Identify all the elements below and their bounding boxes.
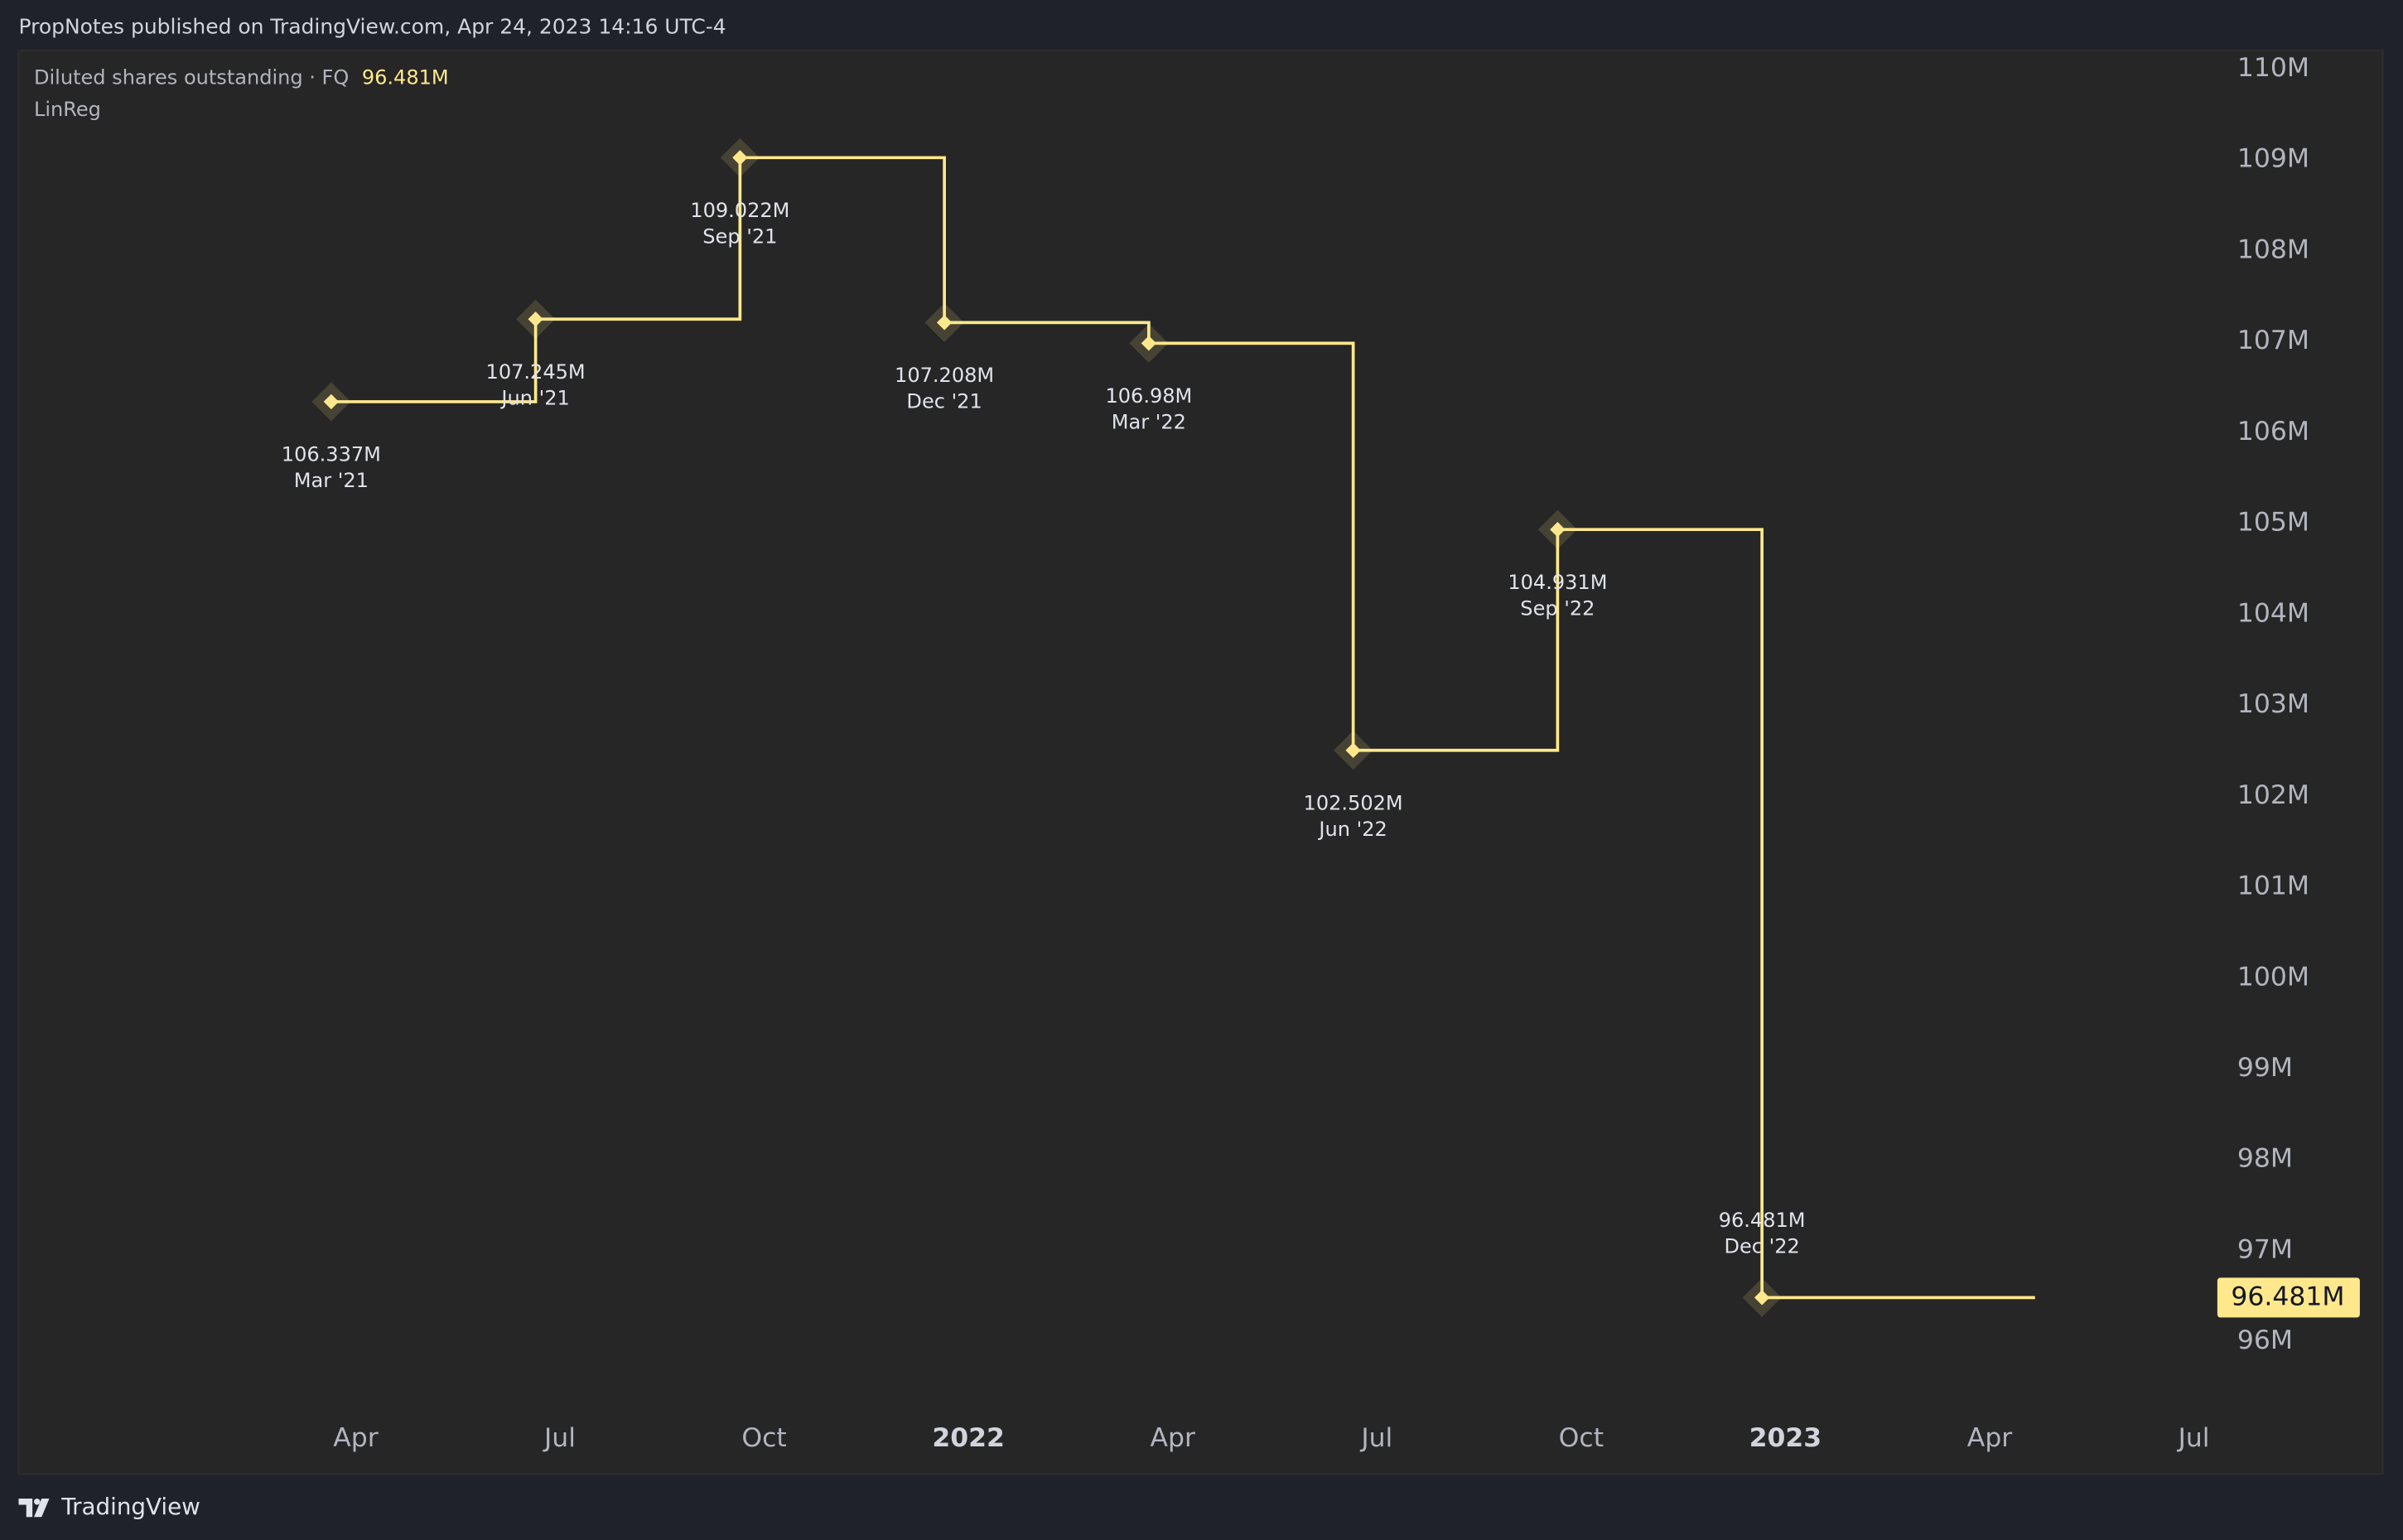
marker xyxy=(323,393,339,410)
x-tick-label: Jul xyxy=(543,1423,576,1453)
legend-name: Diluted shares outstanding · FQ xyxy=(34,65,349,89)
data-label: 104.931M xyxy=(1508,571,1607,594)
y-tick-label: 101M xyxy=(2237,871,2309,901)
footer-brand: TradingView xyxy=(60,1493,200,1520)
data-label: 106.98M xyxy=(1105,384,1192,408)
x-tick-label: 2023 xyxy=(1749,1423,1822,1453)
indicator-label: LinReg xyxy=(34,98,101,121)
y-tick-label: 97M xyxy=(2237,1234,2293,1264)
y-tick-label: 103M xyxy=(2237,689,2309,719)
date-label: Mar '21 xyxy=(294,469,369,492)
date-label: Sep '22 xyxy=(1520,596,1595,620)
date-label: Jun '21 xyxy=(499,386,569,409)
price-tag xyxy=(2217,1277,2360,1318)
data-label: 102.502M xyxy=(1304,791,1403,814)
y-tick-label: 98M xyxy=(2237,1144,2293,1174)
y-tick-label: 108M xyxy=(2237,234,2309,264)
date-label: Dec '22 xyxy=(1724,1234,1799,1258)
y-tick-label: 107M xyxy=(2237,326,2309,355)
date-label: Sep '21 xyxy=(702,224,777,248)
data-label: 106.337M xyxy=(282,443,381,466)
legend-value: 96.481M xyxy=(362,65,449,89)
data-label: 109.022M xyxy=(690,199,789,222)
y-tick-label: 96M xyxy=(2237,1325,2293,1355)
data-label: 107.245M xyxy=(486,360,586,384)
y-tick-label: 100M xyxy=(2237,962,2309,992)
x-tick-label: Apr xyxy=(1967,1423,2012,1453)
y-tick-label: 104M xyxy=(2237,598,2309,628)
logo xyxy=(18,1499,50,1518)
x-tick-label: Oct xyxy=(741,1423,786,1453)
marker xyxy=(1141,336,1157,351)
price-tag-label: 96.481M xyxy=(2231,1282,2344,1311)
x-tick-label: Jul xyxy=(1359,1423,1392,1453)
data-label: 96.481M xyxy=(1719,1209,1806,1232)
marker xyxy=(1345,742,1361,758)
header: PropNotes published on TradingView.com, … xyxy=(18,14,726,38)
date-label: Mar '22 xyxy=(1112,411,1186,434)
x-tick-label: Oct xyxy=(1559,1423,1604,1453)
plot-area xyxy=(17,50,2384,1475)
step-line xyxy=(331,156,2035,1300)
y-tick-label: 102M xyxy=(2237,780,2309,810)
y-tick-label: 105M xyxy=(2237,508,2309,538)
y-tick-label: 99M xyxy=(2237,1053,2293,1083)
y-tick-label: 106M xyxy=(2237,417,2309,447)
marker xyxy=(1754,1290,1770,1306)
x-tick-label: 2022 xyxy=(932,1423,1005,1453)
date-label: Dec '21 xyxy=(906,390,982,413)
marker xyxy=(1550,522,1566,538)
date-label: Jun '22 xyxy=(1317,818,1387,841)
y-tick-label: 109M xyxy=(2237,144,2309,174)
data-label: 107.208M xyxy=(895,364,994,387)
y-tick-label: 110M xyxy=(2237,53,2309,83)
x-tick-label: Apr xyxy=(1151,1423,1195,1453)
x-tick-label: Apr xyxy=(333,1423,378,1453)
x-tick-label: Jul xyxy=(2177,1423,2210,1453)
